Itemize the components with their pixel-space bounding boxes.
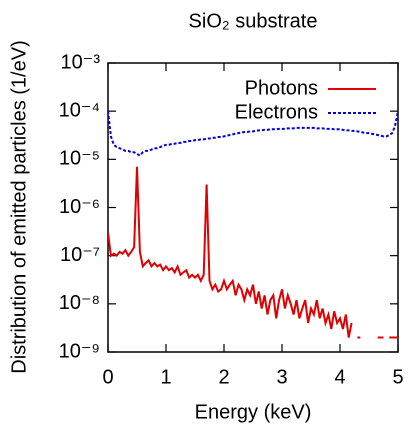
x-axis-label: Energy (keV): [195, 401, 312, 423]
y-tick-label: 10⁻⁴: [59, 99, 100, 121]
y-tick-label: 10⁻³: [61, 51, 101, 73]
chart-title: SiO₂ substrate: [189, 10, 318, 32]
x-tick-label: 3: [276, 366, 287, 388]
x-tick-label: 4: [334, 366, 345, 388]
series-line: [108, 166, 398, 339]
x-tick-label: 5: [392, 366, 403, 388]
y-tick-label: 10⁻⁹: [59, 340, 100, 362]
x-tick-label: 1: [160, 366, 171, 388]
legend-label: Photons: [245, 77, 318, 99]
y-tick-label: 10⁻⁷: [60, 244, 100, 266]
x-tick-label: 2: [218, 366, 229, 388]
y-axis-label: Distribution of emitted particles (1/eV): [8, 40, 30, 373]
legend-label: Electrons: [235, 101, 318, 123]
y-tick-label: 10⁻⁵: [59, 148, 100, 170]
y-tick-label: 10⁻⁶: [59, 196, 100, 218]
series-line: [108, 110, 398, 157]
x-tick-label: 0: [102, 366, 113, 388]
y-tick-label: 10⁻⁸: [59, 292, 100, 314]
